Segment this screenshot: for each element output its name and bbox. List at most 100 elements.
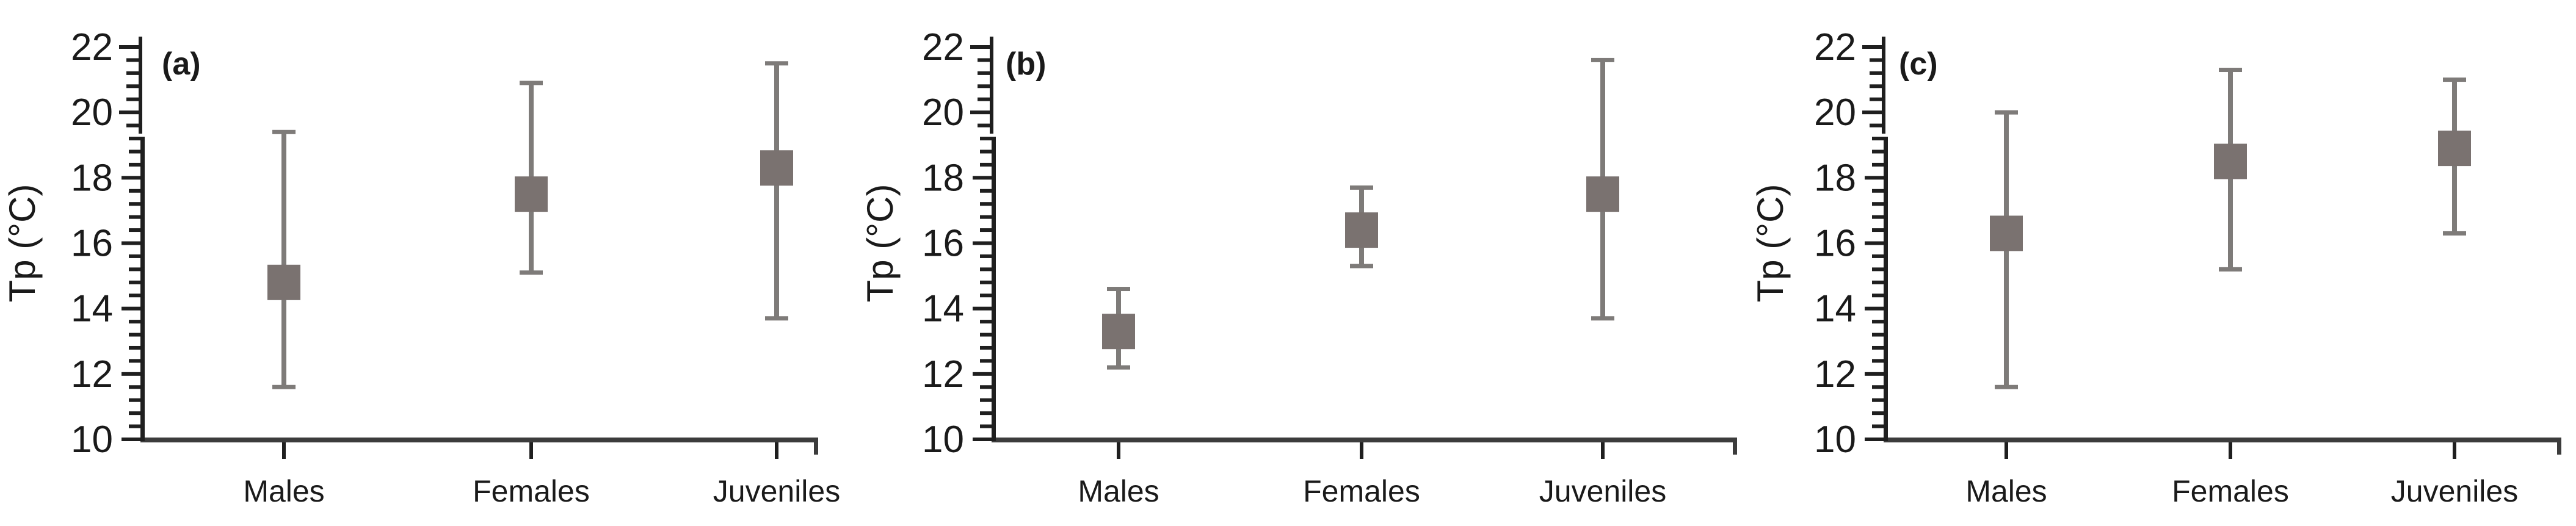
y-minor-tick — [1872, 398, 1888, 402]
error-cap-bottom — [1107, 365, 1130, 370]
y-tick-label-10: 10 — [922, 419, 964, 461]
y-minor-tick — [1872, 280, 1888, 284]
y-minor-tick — [980, 267, 996, 272]
y-minor-tick — [126, 71, 142, 75]
y-minor-tick — [126, 58, 142, 62]
errorbar-males — [267, 129, 300, 389]
y-minor-tick — [129, 359, 145, 363]
errorbar-females — [1345, 185, 1378, 268]
y-major-tick — [122, 176, 145, 180]
y-minor-tick — [1870, 71, 1885, 75]
y-minor-tick — [129, 345, 145, 350]
y-tick-label-14: 14 — [922, 288, 964, 330]
panel-c: 10 12 14 16 18 20 22 Males Females Juveniles Tp (°… — [1750, 26, 2561, 508]
y-tick-label-22: 22 — [1814, 26, 1856, 68]
y-tick-label-18: 18 — [922, 157, 964, 199]
errorbar-juveniles — [2438, 77, 2471, 236]
x-category-label-females: Females — [1303, 474, 1420, 508]
y-major-tick — [970, 110, 993, 115]
y-minor-tick — [1872, 215, 1888, 219]
y-minor-tick — [1872, 202, 1888, 206]
error-cap-bottom — [2219, 267, 2242, 272]
x-category-tick — [282, 442, 286, 459]
y-minor-tick — [980, 320, 996, 324]
y-minor-tick — [129, 385, 145, 389]
y-minor-tick — [1872, 385, 1888, 389]
y-minor-tick — [126, 84, 142, 88]
panel-b: 10 12 14 16 18 20 22 Males Females Juveniles Tp (°… — [860, 26, 1737, 508]
y-minor-tick — [1872, 320, 1888, 324]
y-minor-tick — [980, 254, 996, 258]
x-axis-line — [992, 438, 1737, 442]
errorbar-males — [1990, 110, 2023, 389]
y-tick-label-14: 14 — [71, 288, 113, 330]
x-axis-end-tick — [1733, 442, 1737, 455]
y-major-tick — [973, 372, 996, 376]
error-cap-bottom — [1350, 264, 1373, 268]
y-tick-label-18: 18 — [71, 157, 113, 199]
y-minor-tick — [1872, 254, 1888, 258]
y-major-tick — [1865, 306, 1888, 311]
y-minor-tick — [978, 71, 993, 75]
y-tick-label-16: 16 — [1814, 223, 1856, 265]
y-minor-tick — [129, 424, 145, 428]
y-minor-tick — [129, 215, 145, 219]
y-axis-spine — [1884, 138, 1888, 442]
y-major-tick — [122, 306, 145, 311]
y-minor-tick — [978, 123, 993, 128]
error-line — [774, 63, 779, 319]
y-tick-label-16: 16 — [71, 223, 113, 265]
y-minor-tick — [980, 280, 996, 284]
y-minor-tick — [1870, 58, 1885, 62]
mean-marker-males — [267, 264, 300, 300]
y-major-tick — [1865, 176, 1888, 180]
mean-marker-females — [515, 176, 548, 212]
y-minor-tick — [1872, 150, 1888, 154]
y-minor-tick — [1872, 345, 1888, 350]
y-minor-tick — [1872, 189, 1888, 193]
y-minor-tick — [1872, 424, 1888, 428]
error-cap-bottom — [1591, 316, 1614, 321]
y-tick-label-22: 22 — [922, 26, 964, 68]
y-minor-tick — [129, 267, 145, 272]
y-minor-tick — [129, 150, 145, 154]
x-axis-end-tick — [814, 442, 818, 455]
y-major-tick — [1865, 438, 1888, 441]
x-category-label-juveniles: Juveniles — [713, 474, 840, 508]
y-tick-label-20: 20 — [71, 92, 113, 134]
x-category-tick — [2005, 442, 2008, 459]
y-minor-tick — [980, 162, 996, 167]
error-cap-bottom — [2443, 231, 2466, 236]
y-major-tick — [970, 45, 993, 49]
errorbar-males — [1102, 287, 1135, 370]
error-cap-bottom — [520, 270, 543, 275]
mean-marker-females — [1345, 212, 1378, 248]
errorbar-females — [515, 81, 548, 275]
y-major-tick — [119, 45, 142, 49]
y-minor-tick — [980, 398, 996, 402]
error-cap-top — [272, 129, 296, 134]
error-cap-bottom — [272, 384, 296, 389]
x-category-tick — [2229, 442, 2232, 459]
y-minor-tick — [980, 294, 996, 298]
x-category-tick — [775, 442, 778, 459]
error-cap-top — [765, 61, 788, 66]
x-category-label-males: Males — [1078, 474, 1159, 508]
y-minor-tick — [1872, 359, 1888, 363]
panel-letter-b: (b) — [1006, 46, 1046, 82]
y-minor-tick — [129, 162, 145, 167]
x-category-label-females: Females — [473, 474, 590, 508]
y-minor-tick — [129, 228, 145, 232]
error-cap-top — [1591, 57, 1614, 62]
errorbar-juveniles — [1586, 57, 1619, 321]
y-minor-tick — [980, 150, 996, 154]
y-minor-tick — [980, 333, 996, 337]
y-minor-tick — [978, 84, 993, 88]
y-minor-tick — [129, 189, 145, 193]
y-minor-tick — [980, 228, 996, 232]
panel-letter-a: (a) — [162, 46, 201, 82]
y-tick-label-20: 20 — [922, 92, 964, 134]
y-minor-tick — [129, 254, 145, 258]
y-minor-tick — [1872, 137, 1888, 141]
